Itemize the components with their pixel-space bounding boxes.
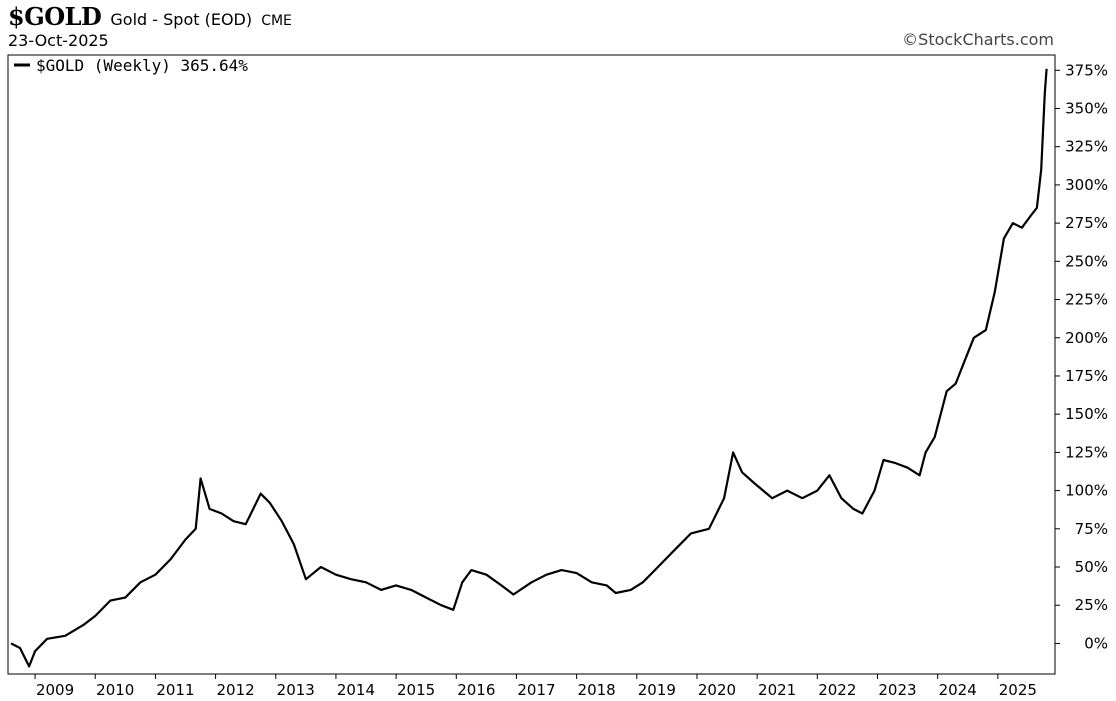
- x-tick-label: 2012: [217, 681, 255, 699]
- x-tick-label: 2017: [517, 681, 555, 699]
- x-tick-label: 2025: [999, 681, 1037, 699]
- y-tick-label: 0%: [1084, 634, 1108, 652]
- y-tick-label: 100%: [1065, 482, 1108, 500]
- y-tick-label: 325%: [1065, 138, 1108, 156]
- y-axis: 0% 25% 50% 75% 100% 125% 150% 175% 200% 225% 250% 2…: [1055, 61, 1108, 652]
- x-tick-label: 2022: [818, 681, 856, 699]
- legend: $GOLD (Weekly) 365.64%: [14, 56, 248, 75]
- y-tick-label: 75%: [1075, 520, 1108, 538]
- x-tick-label: 2009: [36, 681, 74, 699]
- legend-label: $GOLD (Weekly) 365.64%: [36, 56, 248, 75]
- y-tick-label: 125%: [1065, 443, 1108, 461]
- x-tick-label: 2013: [277, 681, 315, 699]
- gold-price-line: [10, 68, 1048, 668]
- y-tick-label: 200%: [1065, 329, 1108, 347]
- ticker-description: Gold - Spot (EOD): [110, 10, 253, 29]
- y-tick-label: 225%: [1065, 291, 1108, 309]
- x-tick-label: 2019: [638, 681, 676, 699]
- y-tick-label: 50%: [1075, 558, 1108, 576]
- x-tick-label: 2010: [96, 681, 134, 699]
- x-tick-label: 2011: [156, 681, 194, 699]
- x-tick-label: 2016: [457, 681, 495, 699]
- x-tick-label: 2020: [698, 681, 736, 699]
- exchange-label: CME: [261, 13, 292, 29]
- x-tick-label: 2014: [337, 681, 375, 699]
- y-tick-label: 25%: [1075, 596, 1108, 614]
- chart-date: 23-Oct-2025: [8, 31, 109, 50]
- x-tick-label: 2018: [578, 681, 616, 699]
- x-tick-label: 2015: [397, 681, 435, 699]
- y-tick-label: 350%: [1065, 99, 1108, 117]
- chart-header: $GOLD Gold - Spot (EOD) CME: [8, 2, 292, 31]
- stockcharts-watermark: ©StockCharts.com: [902, 30, 1054, 49]
- y-tick-label: 150%: [1065, 405, 1108, 423]
- x-axis: 2009 2010 2011 2012 2013 2014 2015 2016 2017 2018…: [34, 674, 1037, 699]
- y-tick-label: 250%: [1065, 252, 1108, 270]
- y-tick-label: 275%: [1065, 214, 1108, 232]
- x-tick-label: 2021: [758, 681, 796, 699]
- y-tick-label: 300%: [1065, 176, 1108, 194]
- x-tick-label: 2024: [939, 681, 977, 699]
- x-tick-label: 2023: [878, 681, 916, 699]
- y-tick-label: 375%: [1065, 61, 1108, 79]
- ticker-symbol: $GOLD: [8, 2, 102, 31]
- plot-frame: [7, 54, 1056, 675]
- y-tick-label: 175%: [1065, 367, 1108, 385]
